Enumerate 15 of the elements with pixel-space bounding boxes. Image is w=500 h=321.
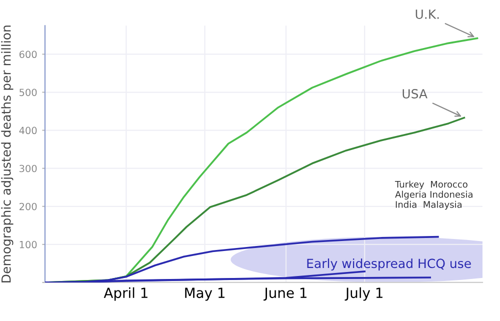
y-tick-label: 400	[19, 126, 37, 134]
y-tick-label: 600	[19, 50, 37, 58]
y-axis-title: Demographic adjusted deaths per million	[1, 26, 14, 282]
annotation: Early widespread HCQ use	[307, 258, 471, 271]
x-tick-label: May 1	[185, 288, 225, 301]
x-tick-label: July 1	[344, 287, 382, 301]
x-tick-label: April 1	[104, 287, 148, 301]
y-tick-label: 300	[20, 164, 37, 172]
y-tick-label: 200	[20, 202, 37, 210]
y-tick-label: 500	[20, 88, 37, 96]
text: USA	[402, 89, 428, 98]
text: U.K.	[416, 10, 439, 19]
annotation: Turkey Morocco Algeria Indonesia India Malaysia	[394, 180, 472, 210]
x-tick-label: June 1	[264, 288, 306, 301]
y-tick-label: 100	[20, 240, 37, 248]
